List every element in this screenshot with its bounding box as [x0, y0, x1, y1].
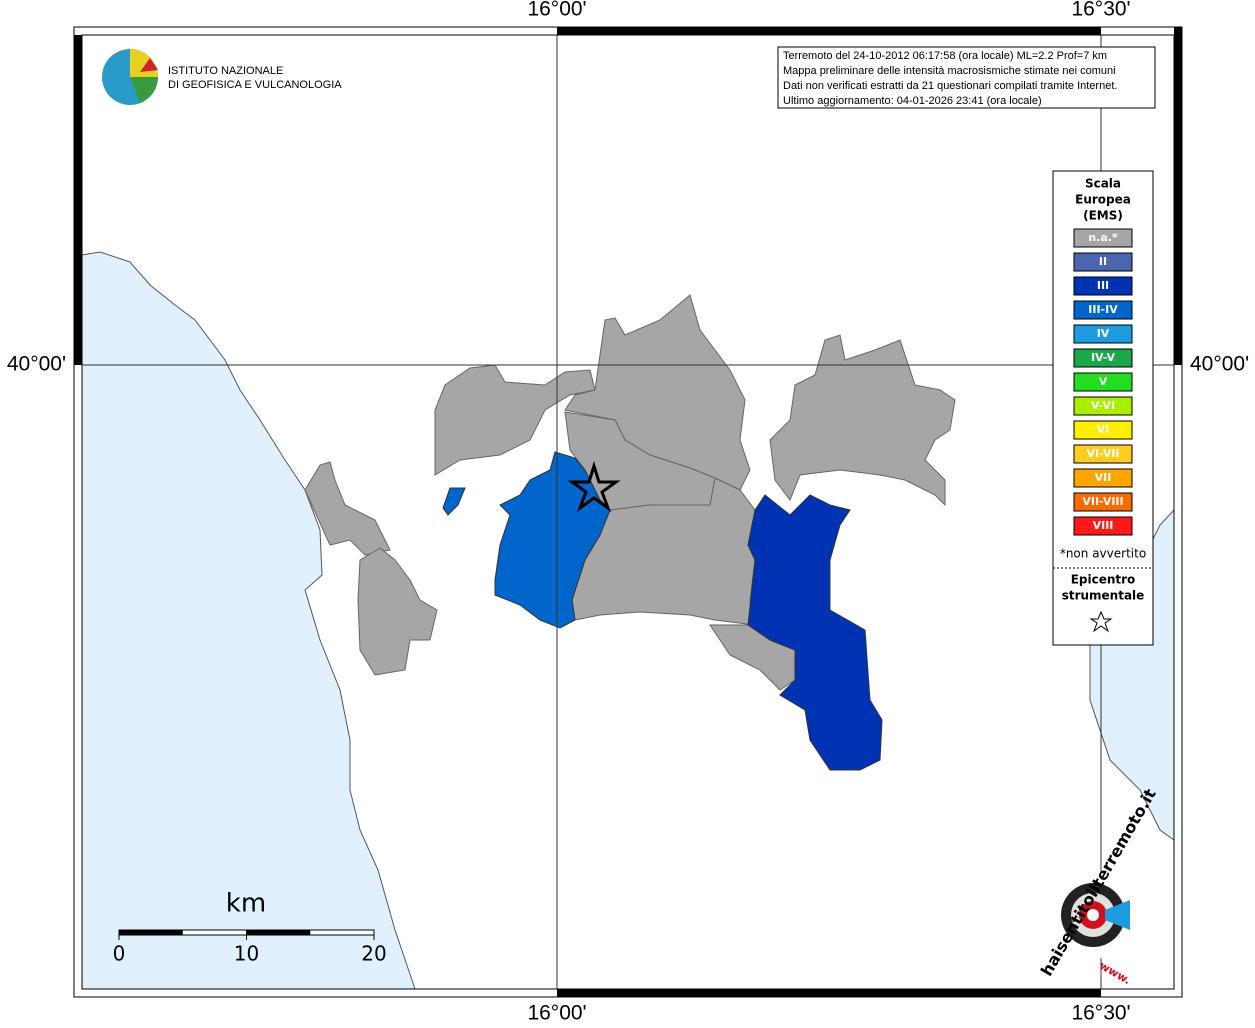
- legend-epicenter: Epicentro: [1071, 573, 1136, 587]
- frame-band: [557, 989, 1101, 997]
- lat-label: 40°00': [1190, 353, 1249, 376]
- info-line: Mappa preliminare delle intensità macros…: [783, 65, 1116, 77]
- legend-epicenter: strumentale: [1062, 589, 1145, 603]
- frame: [73, 26, 1183, 998]
- scale-segment: [119, 930, 183, 935]
- legend-swatch: [1073, 444, 1133, 464]
- ingv-logo: ISTITUTO NAZIONALE DI GEOFISICA E VULCAN…: [102, 49, 342, 105]
- legend-swatch: [1073, 228, 1133, 248]
- legend-label: VII-VIII: [1082, 495, 1123, 508]
- frame-band: [557, 27, 1101, 35]
- municipalities: [304, 294, 956, 691]
- sea: [81, 251, 416, 990]
- legend-swatch: [1073, 252, 1133, 272]
- municipality: [434, 364, 596, 476]
- scale-tick-label: 0: [113, 942, 126, 966]
- legend-label: II: [1099, 255, 1107, 268]
- municipality-iii-iv: [494, 451, 611, 629]
- legend-swatch: [1073, 324, 1133, 344]
- lon-label: 16°30': [1071, 1002, 1130, 1024]
- municipality: [304, 461, 391, 556]
- legend-label: VI-VII: [1086, 447, 1119, 460]
- legend-swatch: [1073, 492, 1133, 512]
- scale-bar: km 0 10 20: [113, 889, 387, 966]
- lon-label: 16°00': [527, 1002, 586, 1024]
- scale-unit: km: [226, 889, 266, 919]
- legend-swatch: [1073, 348, 1133, 368]
- legend-swatch: [1073, 516, 1133, 536]
- epicenter-star: [567, 460, 621, 513]
- info-line: Ultimo aggiornamento: 04-01-2026 23:41 (…: [783, 95, 1042, 107]
- legend-swatch: [1073, 420, 1133, 440]
- legend-swatch: [1073, 396, 1133, 416]
- logo-text: DI GEOFISICA E VULCANOLOGIA: [168, 79, 342, 91]
- municipality-iii: [747, 494, 883, 771]
- legend-label: IV-V: [1091, 351, 1116, 364]
- municipality: [769, 334, 956, 507]
- municipality-iii-iv: [442, 487, 466, 516]
- frame-band: [74, 35, 82, 365]
- info-line: Dati non verificati estratti da 21 quest…: [783, 80, 1117, 92]
- legend-star: [1089, 610, 1113, 633]
- info-box: [777, 46, 1156, 109]
- logo-sector: [140, 58, 158, 72]
- legend-label: V-VI: [1091, 399, 1115, 412]
- legend-title: (EMS): [1083, 209, 1123, 223]
- lon-label: 16°00': [527, 0, 586, 21]
- scale-tick-label: 20: [361, 942, 386, 966]
- legend-swatch: [1073, 300, 1133, 320]
- legend-note: *non avvertito: [1060, 547, 1146, 561]
- logo-ring: [1087, 909, 1099, 921]
- legend-label: VI: [1097, 423, 1110, 436]
- legend-label: n.a.*: [1088, 231, 1118, 244]
- logo-horn: [1105, 900, 1130, 930]
- logo-sector: [130, 77, 158, 103]
- logo-text: ISTITUTO NAZIONALE: [168, 65, 283, 77]
- legend-title: Scala: [1085, 177, 1121, 191]
- legend-swatch: [1073, 276, 1133, 296]
- legend-label: VII: [1095, 471, 1112, 484]
- legend: Scala Europea (EMS) *non avvertito Epice…: [1052, 170, 1154, 646]
- frame-band: [1174, 27, 1182, 35]
- info-line: Terremoto del 24-10-2012 06:17:58 (ora l…: [783, 50, 1107, 62]
- legend-label: IV: [1097, 327, 1110, 340]
- legend-swatch: [1073, 372, 1133, 392]
- legend-label: III-IV: [1088, 303, 1118, 316]
- lon-label: 16°30': [1071, 0, 1130, 21]
- lat-label: 40°00': [7, 353, 66, 376]
- legend-label: III: [1097, 279, 1109, 292]
- legend-label: V: [1099, 375, 1108, 388]
- legend-title: Europea: [1075, 193, 1131, 207]
- municipality: [357, 547, 438, 676]
- scale-segment: [246, 930, 311, 935]
- legend-label: VIII: [1093, 519, 1114, 532]
- frame-band: [1174, 35, 1182, 365]
- scale-tick-label: 10: [234, 942, 259, 966]
- legend-swatch: [1073, 468, 1133, 488]
